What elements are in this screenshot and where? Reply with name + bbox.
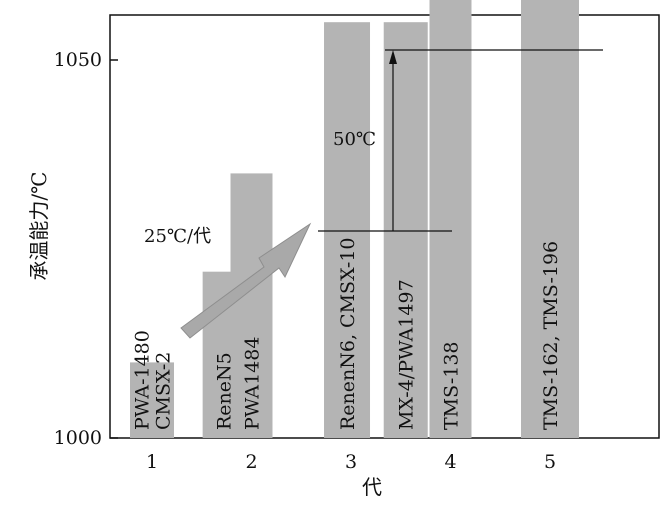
bar-label-1: PWA-1480CMSX-2: [132, 330, 175, 430]
bar-label-6: TMS-138: [441, 341, 463, 430]
bar-label-2: ReneN5: [214, 352, 236, 430]
bar-label-7: TMS-162, TMS-196: [540, 241, 562, 430]
bars: PWA-1480CMSX-2 ReneN5 PWA1484 RenenN6, CMSX…: [130, 0, 579, 438]
step-arrow-head: [389, 50, 397, 64]
bar-1: [130, 362, 174, 438]
x-tick-label: 5: [544, 451, 556, 473]
bar-7: [521, 0, 579, 438]
bar-6: [429, 0, 472, 438]
x-axis-title: 代: [362, 475, 382, 499]
bar-3: [230, 173, 273, 438]
bar-label-4: RenenN6, CMSX-10: [337, 237, 359, 430]
bar-label-3: PWA1484: [242, 337, 264, 430]
y-axis: 100010501100: [54, 49, 118, 449]
bar-4: [324, 22, 371, 438]
step-annotation: 50℃: [333, 129, 376, 150]
y-tick-label: 1050: [54, 49, 102, 71]
trend-arrow: [180, 222, 312, 339]
x-tick-label: 4: [444, 451, 456, 473]
x-tick-label: 2: [245, 451, 257, 473]
y-axis-title: 承温能力/℃: [27, 171, 51, 280]
x-tick-label: 3: [345, 451, 357, 473]
x-tick-label: 1: [146, 451, 158, 473]
x-axis: 1 2 3 4 5: [146, 432, 556, 473]
bar-label-5: MX-4/PWA1497: [396, 279, 418, 430]
trend-annotation: 25℃/代: [144, 226, 211, 247]
y-tick-label: 1000: [54, 427, 102, 449]
bar-5: [383, 22, 428, 438]
trend-arrow-shape: [180, 222, 312, 339]
